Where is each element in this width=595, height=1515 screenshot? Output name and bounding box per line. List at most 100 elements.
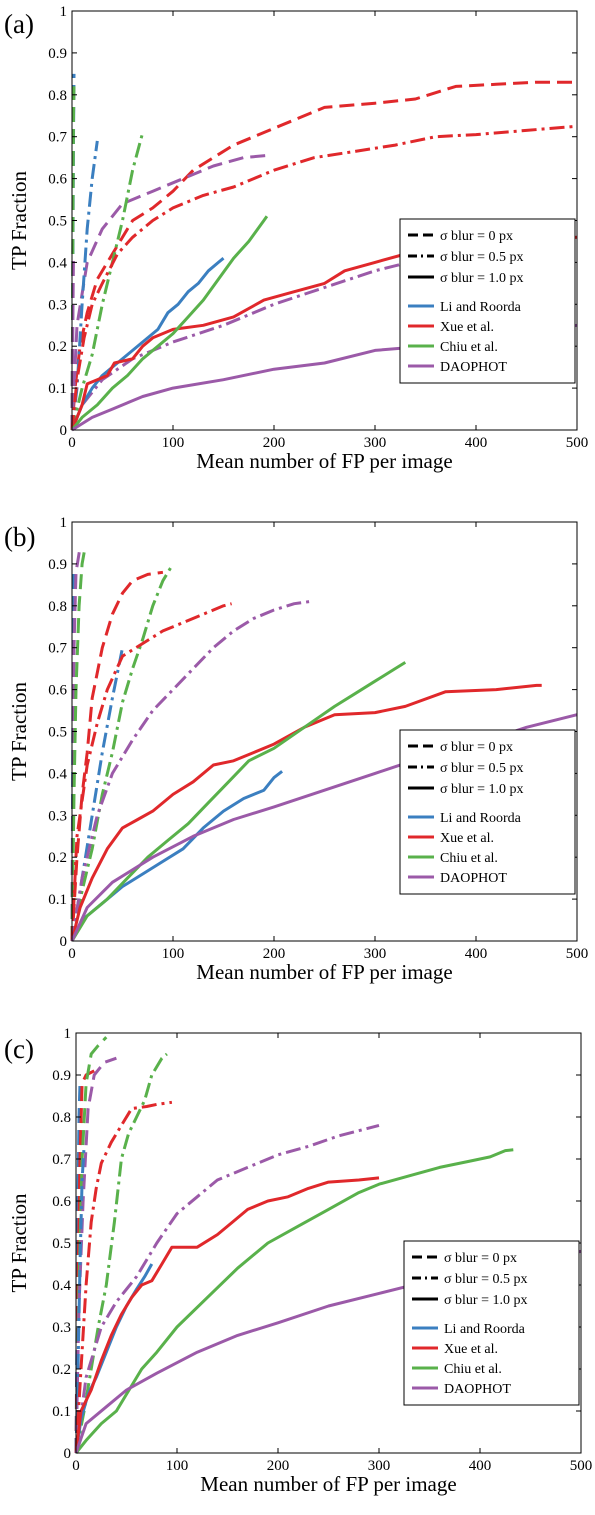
series-line-daophot-blur-0 [70, 154, 267, 431]
y-tick-label: 0.4 [48, 255, 67, 271]
y-tick-label: 0.8 [48, 88, 67, 104]
x-tick-label: 400 [465, 946, 488, 962]
y-axis-label: TP Fraction [7, 171, 31, 270]
y-tick-label: 0.9 [48, 46, 67, 62]
panel-label: (b) [4, 522, 35, 552]
legend-style-label: σ blur = 0 px [440, 740, 513, 755]
x-tick-label: 300 [364, 435, 387, 451]
legend-method-label: DAOPHOT [440, 871, 507, 886]
legend-method-label: DAOPHOT [444, 1382, 511, 1397]
series-line-chiu-et-al--blur-1 [70, 215, 269, 431]
legend-style-label: σ blur = 1.0 px [440, 782, 524, 797]
y-tick-label: 0.2 [48, 850, 67, 866]
x-tick-label: 100 [162, 435, 185, 451]
series-line-li-and-roorda-blur-0-5 [74, 1146, 86, 1454]
series-line-chiu-et-al--blur-1 [70, 661, 407, 942]
chart-panel-3: 0 100 200 300 400 500 0 0.1 0.2 0.3 0.4 0.5 0.6 0.7 0.… [4, 1026, 592, 1496]
series-line-li-and-roorda-blur-0-5 [70, 647, 124, 942]
series-line-xue-et-al--blur-1 [70, 683, 542, 942]
y-tick-label: 0.6 [48, 683, 67, 699]
y-tick-label: 0.1 [52, 1404, 71, 1420]
x-tick-label: 300 [368, 1458, 391, 1474]
y-tick-label: 0.1 [48, 381, 67, 397]
y-tick-label: 0.2 [48, 339, 67, 355]
series-line-daophot-blur-0 [74, 1056, 117, 1454]
x-tick-label: 200 [263, 435, 286, 451]
legend: σ blur = 0 px σ blur = 0.5 px σ blur = 1.0… [399, 729, 576, 895]
x-tick-label: 100 [166, 1458, 189, 1474]
legend-method-label: Li and Roorda [440, 300, 522, 315]
legend-style-label: σ blur = 1.0 px [444, 1293, 528, 1308]
panel-label: (c) [4, 1034, 34, 1064]
legend-method-label: Chiu et al. [440, 340, 498, 355]
series-line-chiu-et-al--blur-1 [74, 1148, 514, 1454]
legend: σ blur = 0 px σ blur = 0.5 px σ blur = 1.0… [403, 1240, 580, 1406]
series-line-chiu-et-al--blur-0-5 [74, 1052, 168, 1454]
legend-style-label: σ blur = 0 px [440, 229, 513, 244]
y-tick-label: 1 [60, 515, 68, 531]
x-axis-label: Mean number of FP per image [196, 449, 452, 473]
x-tick-label: 0 [68, 435, 76, 451]
series-line-chiu-et-al--blur-0-5 [70, 132, 145, 431]
y-tick-label: 0.8 [48, 599, 67, 615]
x-tick-label: 100 [162, 946, 185, 962]
y-tick-label: 0.5 [48, 214, 67, 230]
y-tick-label: 0.7 [48, 641, 67, 657]
legend: σ blur = 0 px σ blur = 0.5 px σ blur = 1.0… [399, 218, 576, 384]
y-tick-label: 0.9 [52, 1068, 71, 1084]
series-line-li-and-roorda-blur-1 [70, 257, 225, 431]
chart-panel-2: 0 100 200 300 400 500 0 0.1 0.2 0.3 0.4 0.5 0.6 0.7 0.… [4, 515, 588, 984]
series-line-chiu-et-al--blur-0 [70, 546, 87, 942]
y-tick-label: 0.1 [48, 892, 67, 908]
legend-style-label: σ blur = 0.5 px [444, 1272, 528, 1287]
y-tick-label: 0.4 [52, 1278, 71, 1294]
series-line-xue-et-al--blur-0-5 [74, 1100, 173, 1454]
y-tick-label: 0.6 [52, 1194, 71, 1210]
x-axis-label: Mean number of FP per image [196, 960, 452, 984]
y-tick-label: 0.5 [52, 1236, 71, 1252]
y-tick-label: 0 [64, 1446, 72, 1462]
series-line-xue-et-al--blur-1 [74, 1176, 380, 1454]
legend-box [399, 218, 576, 384]
x-tick-label: 500 [570, 1458, 593, 1474]
legend-method-label: Xue et al. [440, 831, 494, 846]
series-line-li-and-roorda-blur-1 [74, 1263, 154, 1454]
series-line-xue-et-al--blur-0-5 [70, 602, 232, 942]
y-tick-label: 0.5 [48, 725, 67, 741]
y-tick-label: 0.3 [48, 808, 67, 824]
legend-style-label: σ blur = 0.5 px [440, 761, 524, 776]
x-tick-label: 0 [68, 946, 76, 962]
y-axis-label: TP Fraction [7, 682, 31, 781]
y-tick-label: 0 [60, 423, 68, 439]
legend-style-label: σ blur = 1.0 px [440, 271, 524, 286]
series-line-daophot-blur-0-5 [74, 1123, 380, 1454]
x-tick-label: 500 [566, 435, 589, 451]
x-tick-label: 400 [465, 435, 488, 451]
x-tick-label: 0 [72, 1458, 80, 1474]
legend-method-label: Chiu et al. [440, 851, 498, 866]
y-tick-label: 0 [60, 934, 68, 950]
y-tick-label: 0.2 [52, 1362, 71, 1378]
x-axis-label: Mean number of FP per image [200, 1472, 456, 1496]
y-tick-label: 1 [64, 1026, 72, 1042]
legend-box [403, 1240, 580, 1406]
legend-box [399, 729, 576, 895]
series-line-daophot-blur-0-5 [70, 600, 310, 942]
x-tick-label: 400 [469, 1458, 492, 1474]
legend-method-label: Li and Roorda [444, 1322, 526, 1337]
y-tick-label: 0.6 [48, 172, 67, 188]
y-tick-label: 0.8 [52, 1110, 71, 1126]
series-line-xue-et-al--blur-0 [70, 570, 164, 942]
x-tick-label: 500 [566, 946, 589, 962]
y-tick-label: 0.9 [48, 557, 67, 573]
x-tick-label: 200 [263, 946, 286, 962]
legend-method-label: DAOPHOT [440, 360, 507, 375]
y-tick-label: 0.7 [48, 130, 67, 146]
legend-method-label: Xue et al. [444, 1342, 498, 1357]
y-tick-label: 0.4 [48, 766, 67, 782]
chart-panel-1: 0 100 200 300 400 500 0 0.1 0.2 0.3 0.4 0.5 0.6 0.7 0.… [4, 4, 588, 473]
series-line-xue-et-al--blur-0 [70, 80, 577, 431]
x-tick-label: 200 [267, 1458, 290, 1474]
legend-method-label: Xue et al. [440, 320, 494, 335]
legend-style-label: σ blur = 0 px [444, 1251, 517, 1266]
